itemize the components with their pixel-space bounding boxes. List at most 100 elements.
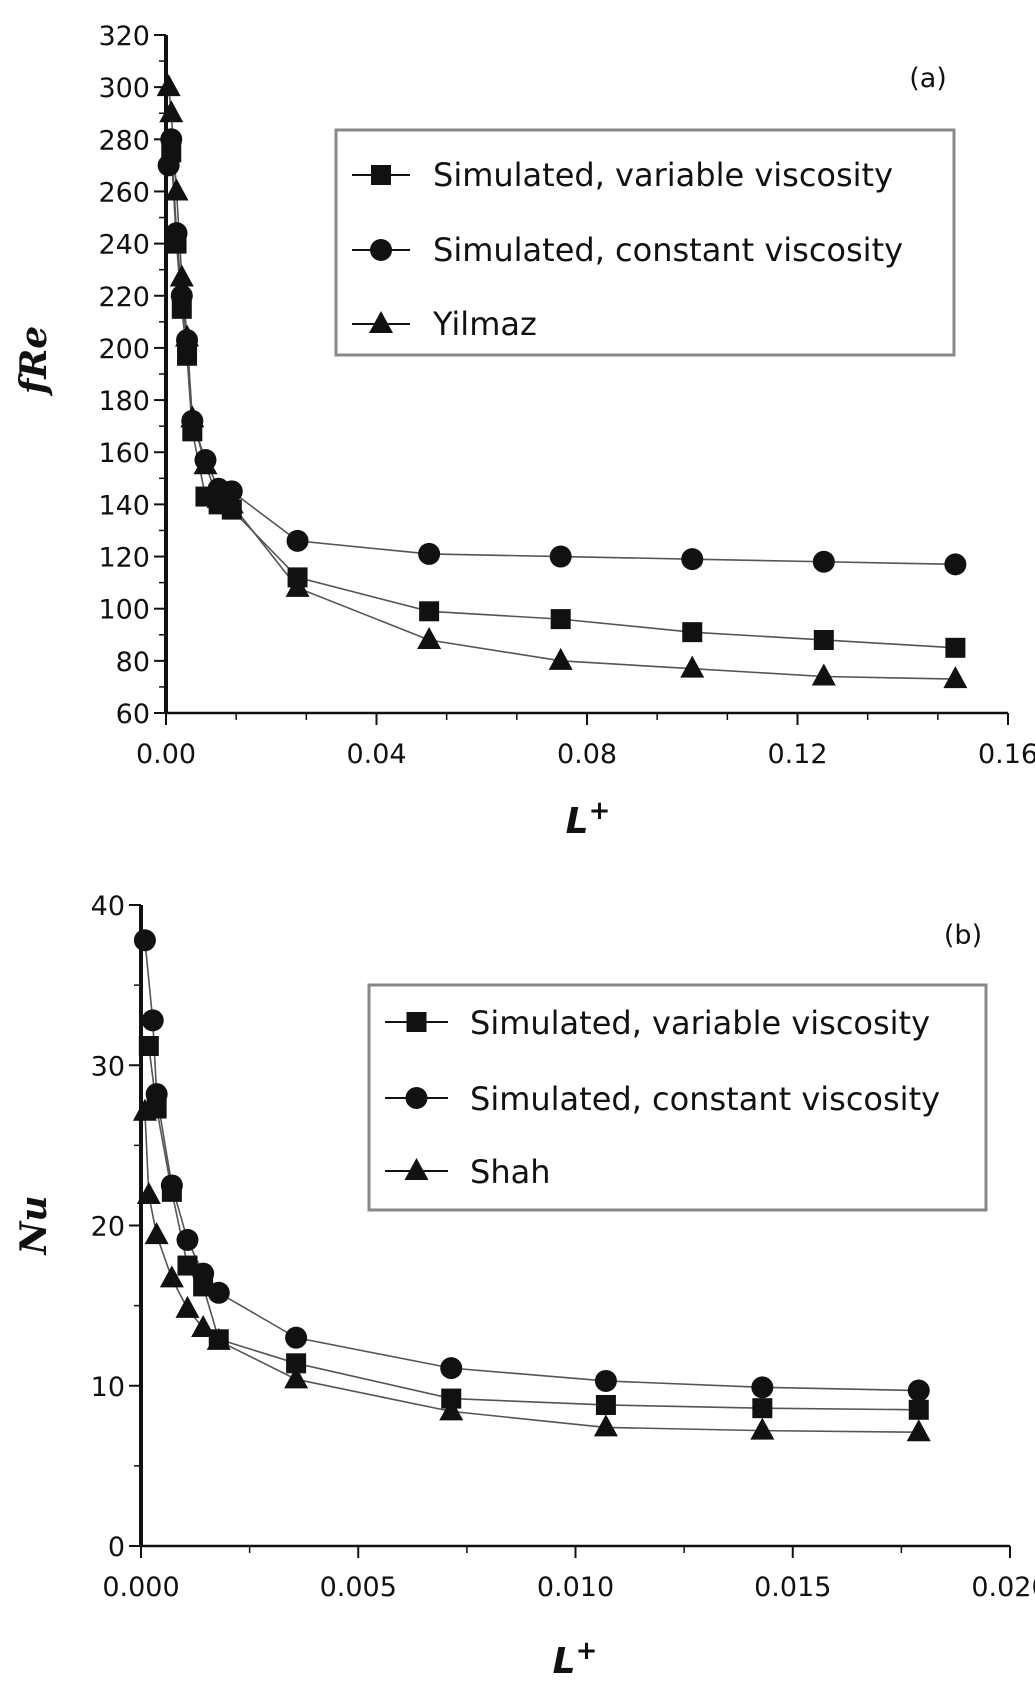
panel-b-data-point-triangle xyxy=(132,1098,157,1121)
panel-a-x-tick-label: 0.00 xyxy=(136,739,196,770)
panel-b-y-tick-label: 20 xyxy=(91,1212,125,1243)
panel-b-data-point-triangle xyxy=(136,1182,161,1205)
panel-b-y-tick-label: 40 xyxy=(91,891,125,922)
panel-a-legend: Simulated, variable viscosity Simulated,… xyxy=(334,128,956,357)
panel-b-legend-label-shah: Shah xyxy=(470,1153,550,1191)
panel-b-x-axis-title: L+ xyxy=(553,1636,598,1682)
panel-b-y-tick-label: 0 xyxy=(108,1532,125,1563)
panel-b-x-tick-label: 0.020 xyxy=(971,1572,1035,1603)
panel-a-data-point-triangle xyxy=(680,655,705,678)
panel-a-data-point-circle xyxy=(549,545,572,568)
panel-a-data-point-circle xyxy=(681,548,704,571)
panel-a-x-tick-label: 0.08 xyxy=(557,739,617,770)
panel-b-data-point-triangle xyxy=(159,1265,184,1288)
panel-b-data-point-square xyxy=(752,1398,773,1419)
panel-b-y-tick-label: 10 xyxy=(91,1372,125,1403)
panel-a-data-point-triangle xyxy=(175,324,200,347)
panel-a-y-tick-label: 200 xyxy=(98,334,150,365)
panel-b-data-point-circle xyxy=(192,1262,215,1285)
panel-b-data-point-triangle xyxy=(206,1327,231,1350)
panel-b-legend-marker-triangle xyxy=(404,1158,429,1180)
panel-b-data-point-square xyxy=(177,1255,198,1276)
panel-a-data-point-triangle xyxy=(169,264,194,287)
panel-b-label: (b) xyxy=(944,920,982,951)
panel-b-data-point-square xyxy=(138,1036,159,1057)
panel-b-data-point-triangle xyxy=(144,1222,169,1245)
panel-a-y-tick-label: 100 xyxy=(98,595,150,626)
panel-a-data-point-triangle xyxy=(164,178,189,201)
panel-b-y-tick-label: 30 xyxy=(91,1051,125,1082)
panel-b-legend-label-variable: Simulated, variable viscosity xyxy=(470,1004,930,1042)
panel-a-data-point-square xyxy=(682,622,703,643)
panel-b-data-point-circle xyxy=(141,1009,164,1032)
panel-a-legend-label-constant: Simulated, constant viscosity xyxy=(433,231,903,269)
panel-a-data-point-circle xyxy=(812,550,835,573)
panel-a-legend-label-yilmaz: Yilmaz xyxy=(432,305,537,343)
panel-a-legend-box xyxy=(334,128,956,357)
panel-b-legend-label-constant: Simulated, constant viscosity xyxy=(470,1080,940,1118)
panel-a-x-tick-label: 0.04 xyxy=(346,739,406,770)
panel-b-legend: Simulated, variable viscosity Simulated,… xyxy=(367,983,988,1212)
panel-b-legend-marker-square xyxy=(406,1012,427,1032)
panel-a-legend-label-variable: Simulated, variable viscosity xyxy=(433,156,893,194)
panel-b-x-tick-label: 0.015 xyxy=(754,1572,831,1603)
panel-a-data-point-square xyxy=(550,609,571,630)
panel-b-x-tick-label: 0.005 xyxy=(320,1572,397,1603)
panel-a-y-tick-label: 280 xyxy=(98,125,150,156)
panel-a-y-axis-title: fRe xyxy=(13,326,55,397)
panel-a-y-tick-label: 140 xyxy=(98,490,150,521)
panel-b-data-point-triangle xyxy=(191,1315,216,1338)
panel-b-data-point-square xyxy=(908,1399,929,1420)
panel-b-data-point-triangle xyxy=(439,1398,464,1421)
panel-a-data-point-triangle xyxy=(206,486,231,509)
panel-a-data-point-triangle xyxy=(156,74,181,97)
panel-b-data-point-triangle xyxy=(175,1295,200,1318)
panel-a-data-point-circle xyxy=(170,284,193,307)
panel-a-legend-marker-circle xyxy=(370,239,392,261)
panel-a-data-point-triangle xyxy=(548,647,573,670)
panel-b-data-point-circle xyxy=(285,1326,308,1349)
panel-a-y-tick-label: 300 xyxy=(98,73,150,104)
panel-a-y-tick-label: 220 xyxy=(98,282,150,313)
panel-a-data-point-triangle xyxy=(219,491,244,514)
panel-a-data-point-square xyxy=(813,629,834,650)
panel-b-data-point-circle xyxy=(160,1174,183,1197)
panel-b-data-point-circle xyxy=(594,1369,617,1392)
panel-b-data-point-square xyxy=(286,1353,307,1374)
panel-a-y-tick-label: 80 xyxy=(116,647,150,678)
panel-a-data-point-square xyxy=(945,637,966,658)
panel-b-y-axis-title: Nu xyxy=(13,1195,55,1255)
panel-a-data-point-circle xyxy=(165,222,188,245)
panel-a-data-point-square xyxy=(177,345,198,366)
panel-a-y-tick-label: 180 xyxy=(98,386,150,417)
panel-a-data-point-circle xyxy=(286,529,309,552)
panel-a-data-point-triangle xyxy=(285,574,310,597)
panel-b-data-point-circle xyxy=(176,1228,199,1251)
panel-a-data-point-triangle xyxy=(193,452,218,475)
panel-b-x-tick-label: 0.010 xyxy=(537,1572,614,1603)
panel-a-data-point-triangle xyxy=(811,663,836,686)
panel-a-data-point-circle xyxy=(157,154,180,177)
panel-a-y-tick-label: 240 xyxy=(98,230,150,261)
panel-b-data-point-triangle xyxy=(906,1419,931,1442)
panel-b-data-point-triangle xyxy=(593,1414,618,1437)
panel-a-y-tick-label: 60 xyxy=(116,699,150,730)
panel-b-data-point-circle xyxy=(145,1083,168,1106)
panel-b-data-point-circle xyxy=(907,1379,930,1402)
panel-b-data-point-triangle xyxy=(750,1417,775,1440)
panel-a-x-tick-label: 0.12 xyxy=(767,739,827,770)
panel-b-legend-box xyxy=(367,983,988,1212)
panel-a-data-point-circle xyxy=(944,553,967,576)
panel-a-legend-marker-square xyxy=(371,165,391,185)
panel-a-y-tick-label: 260 xyxy=(98,177,150,208)
panel-b-x-tick-label: 0.000 xyxy=(102,1572,179,1603)
panel-b-data-point-circle xyxy=(133,929,156,952)
panel-b-data-point-square xyxy=(595,1394,616,1415)
panel-b-data-point-triangle xyxy=(284,1366,309,1389)
panel-b-legend-marker-circle xyxy=(405,1087,428,1109)
panel-b-data-point-circle xyxy=(207,1281,230,1304)
panel-a-y-tick-label: 120 xyxy=(98,543,150,574)
panel-a-data-point-circle xyxy=(418,542,441,565)
panel-a-y-tick-label: 320 xyxy=(98,21,150,52)
